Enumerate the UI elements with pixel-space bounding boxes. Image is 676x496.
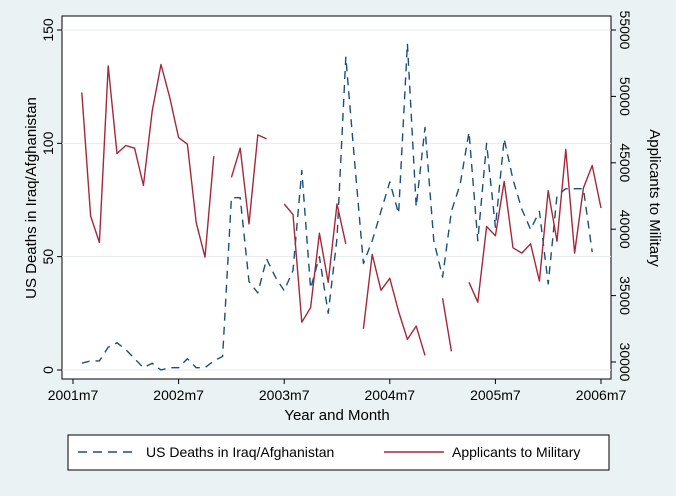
y-axis-left-label: US Deaths in Iraq/Afghanistan	[23, 97, 40, 299]
x-tick-label-2001m7: 2001m7	[48, 387, 99, 403]
y-left-tick-label-150: 150	[40, 18, 56, 42]
x-tick-label-2002m7: 2002m7	[153, 387, 204, 403]
y-right-tick-label-40000: 40000	[617, 210, 633, 249]
plot-area	[61, 15, 612, 380]
legend: US Deaths in Iraq/Afghanistan Applicants…	[67, 434, 610, 471]
y-right-tick-label-30000: 30000	[617, 343, 633, 382]
y-axis-right-label: Applicants to Military	[646, 129, 663, 267]
legend-label-deaths: US Deaths in Iraq/Afghanistan	[146, 444, 334, 460]
x-axis-label: Year and Month	[284, 407, 389, 424]
series-layer	[81, 42, 602, 371]
x-tick-label-2003m7: 2003m7	[259, 387, 310, 403]
y-right-tick-label-50000: 50000	[617, 77, 633, 116]
legend-box	[67, 434, 610, 471]
x-tick-label-2005m7: 2005m7	[470, 387, 521, 403]
grid-layer	[62, 29, 611, 371]
y-left-tick-label-50: 50	[40, 249, 56, 265]
axes-layer: 0 50 100 150 30000 35000 40000 45000 50000 55000 2…	[40, 11, 633, 403]
x-tick-label-2004m7: 2004m7	[365, 387, 416, 403]
y-right-tick-label-35000: 35000	[617, 276, 633, 315]
y-right-tick-label-55000: 55000	[617, 11, 633, 50]
y-left-tick-label-100: 100	[40, 131, 56, 155]
legend-label-applicants: Applicants to Military	[452, 444, 580, 460]
x-tick-label-2006m7: 2006m7	[576, 387, 627, 403]
series-line-applicants	[81, 63, 602, 356]
y-right-tick-label-45000: 45000	[617, 143, 633, 182]
y-left-tick-label-0: 0	[40, 366, 56, 374]
